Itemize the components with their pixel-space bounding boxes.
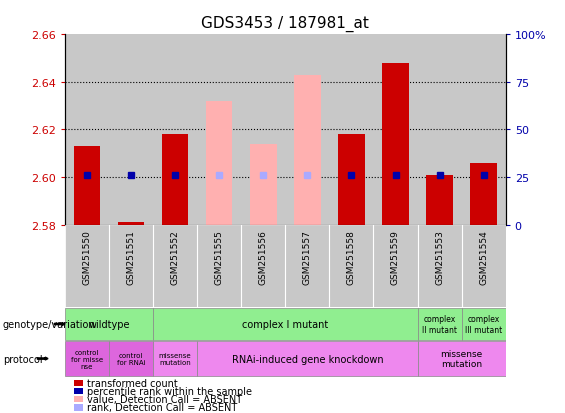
Text: complex I mutant: complex I mutant	[242, 319, 328, 329]
Text: GSM251558: GSM251558	[347, 229, 356, 284]
Text: GSM251551: GSM251551	[127, 229, 136, 284]
Bar	[418, 35, 462, 225]
Bar	[109, 35, 153, 225]
Bar	[329, 225, 373, 308]
Bar	[285, 35, 329, 225]
Text: missense
mutation: missense mutation	[159, 352, 192, 365]
Text: protocol: protocol	[3, 354, 42, 364]
Text: GSM251550: GSM251550	[82, 229, 92, 284]
Bar	[65, 35, 109, 225]
Bar	[338, 135, 364, 225]
Bar	[118, 223, 144, 225]
Bar	[74, 380, 84, 386]
Text: transformed count: transformed count	[87, 378, 178, 388]
Bar	[197, 342, 418, 376]
Text: GSM251557: GSM251557	[303, 229, 312, 284]
Bar	[74, 396, 84, 402]
Bar	[65, 309, 153, 340]
Bar	[418, 225, 462, 308]
Text: GSM251552: GSM251552	[171, 229, 180, 284]
Bar	[250, 144, 276, 225]
Text: missense
mutation: missense mutation	[441, 349, 483, 368]
Text: complex
III mutant: complex III mutant	[465, 315, 502, 334]
Text: GSM251559: GSM251559	[391, 229, 400, 284]
Bar	[197, 225, 241, 308]
Bar	[294, 76, 320, 225]
Text: wildtype: wildtype	[88, 319, 130, 329]
Bar	[462, 35, 506, 225]
Text: RNAi-induced gene knockdown: RNAi-induced gene knockdown	[232, 354, 383, 364]
Bar	[418, 309, 462, 340]
Text: control
for misse
nse: control for misse nse	[71, 349, 103, 369]
Bar	[329, 35, 373, 225]
Bar	[74, 147, 100, 225]
Text: percentile rank within the sample: percentile rank within the sample	[87, 386, 252, 396]
Text: GSM251554: GSM251554	[479, 229, 488, 284]
Bar	[109, 342, 153, 376]
Bar	[418, 342, 506, 376]
Bar	[162, 135, 188, 225]
Text: value, Detection Call = ABSENT: value, Detection Call = ABSENT	[87, 394, 242, 404]
Text: rank, Detection Call = ABSENT: rank, Detection Call = ABSENT	[87, 403, 237, 413]
Bar	[65, 225, 109, 308]
Text: control
for RNAi: control for RNAi	[117, 352, 145, 365]
Bar	[462, 225, 506, 308]
Bar	[383, 64, 408, 225]
Bar	[153, 35, 197, 225]
Bar	[197, 35, 241, 225]
Text: complex
II mutant: complex II mutant	[422, 315, 457, 334]
Bar	[462, 309, 506, 340]
Text: GSM251553: GSM251553	[435, 229, 444, 284]
Bar	[373, 35, 418, 225]
Bar	[471, 163, 497, 225]
Text: genotype/variation: genotype/variation	[3, 319, 95, 329]
Bar	[109, 225, 153, 308]
Bar	[206, 102, 232, 225]
Bar	[153, 225, 197, 308]
Bar	[241, 35, 285, 225]
Bar	[153, 309, 418, 340]
Bar	[373, 225, 418, 308]
Bar	[153, 342, 197, 376]
Text: GSM251555: GSM251555	[215, 229, 224, 284]
Bar	[65, 342, 109, 376]
Title: GDS3453 / 187981_at: GDS3453 / 187981_at	[201, 16, 370, 32]
Bar	[427, 175, 453, 225]
Bar	[285, 225, 329, 308]
Bar	[74, 404, 84, 411]
Bar	[74, 388, 84, 394]
Text: GSM251556: GSM251556	[259, 229, 268, 284]
Bar	[241, 225, 285, 308]
